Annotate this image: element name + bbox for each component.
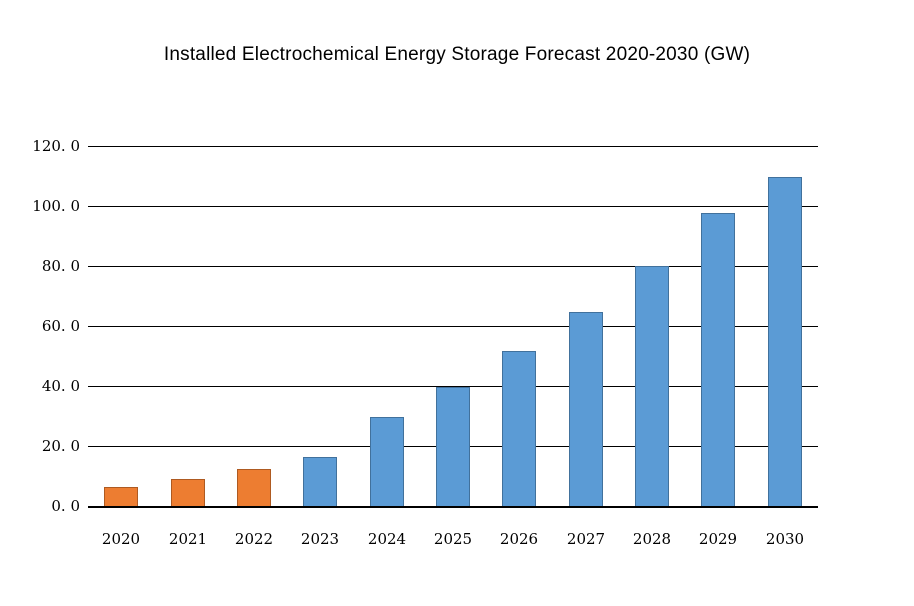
plot-area xyxy=(88,146,818,508)
gridline-40 xyxy=(88,386,818,387)
x-tick-label-2029: 2029 xyxy=(698,530,738,548)
x-tick-label-2026: 2026 xyxy=(499,530,539,548)
bar-2023 xyxy=(303,457,337,506)
bar-2025 xyxy=(436,387,470,506)
y-tick-label-120: 120. 0 xyxy=(32,137,80,155)
gridline-80 xyxy=(88,266,818,267)
y-tick-label-20: 20. 0 xyxy=(41,437,80,455)
y-tick-label-80: 80. 0 xyxy=(41,257,80,275)
gridline-100 xyxy=(88,206,818,207)
bar-2030 xyxy=(768,177,802,506)
x-tick-label-2027: 2027 xyxy=(566,530,606,548)
y-tick-label-100: 100. 0 xyxy=(32,197,80,215)
y-tick-label-40: 40. 0 xyxy=(41,377,80,395)
x-tick-label-2022: 2022 xyxy=(234,530,274,548)
bar-2020 xyxy=(104,487,138,506)
x-tick-label-2030: 2030 xyxy=(765,530,805,548)
y-tick-label-60: 60. 0 xyxy=(41,317,80,335)
gridline-120 xyxy=(88,146,818,147)
x-tick-label-2021: 2021 xyxy=(168,530,208,548)
y-tick-label-0: 0. 0 xyxy=(51,497,80,515)
x-tick-label-2020: 2020 xyxy=(101,530,141,548)
bar-2026 xyxy=(502,351,536,506)
gridline-60 xyxy=(88,326,818,327)
x-tick-label-2025: 2025 xyxy=(433,530,473,548)
x-tick-label-2024: 2024 xyxy=(367,530,407,548)
bar-2028 xyxy=(635,266,669,506)
bar-2022 xyxy=(237,469,271,506)
bar-2027 xyxy=(569,312,603,506)
bar-2024 xyxy=(370,417,404,506)
bar-2029 xyxy=(701,213,735,506)
x-tick-label-2023: 2023 xyxy=(300,530,340,548)
bar-2021 xyxy=(171,479,205,506)
x-tick-label-2028: 2028 xyxy=(632,530,672,548)
chart-title: Installed Electrochemical Energy Storage… xyxy=(163,44,751,65)
